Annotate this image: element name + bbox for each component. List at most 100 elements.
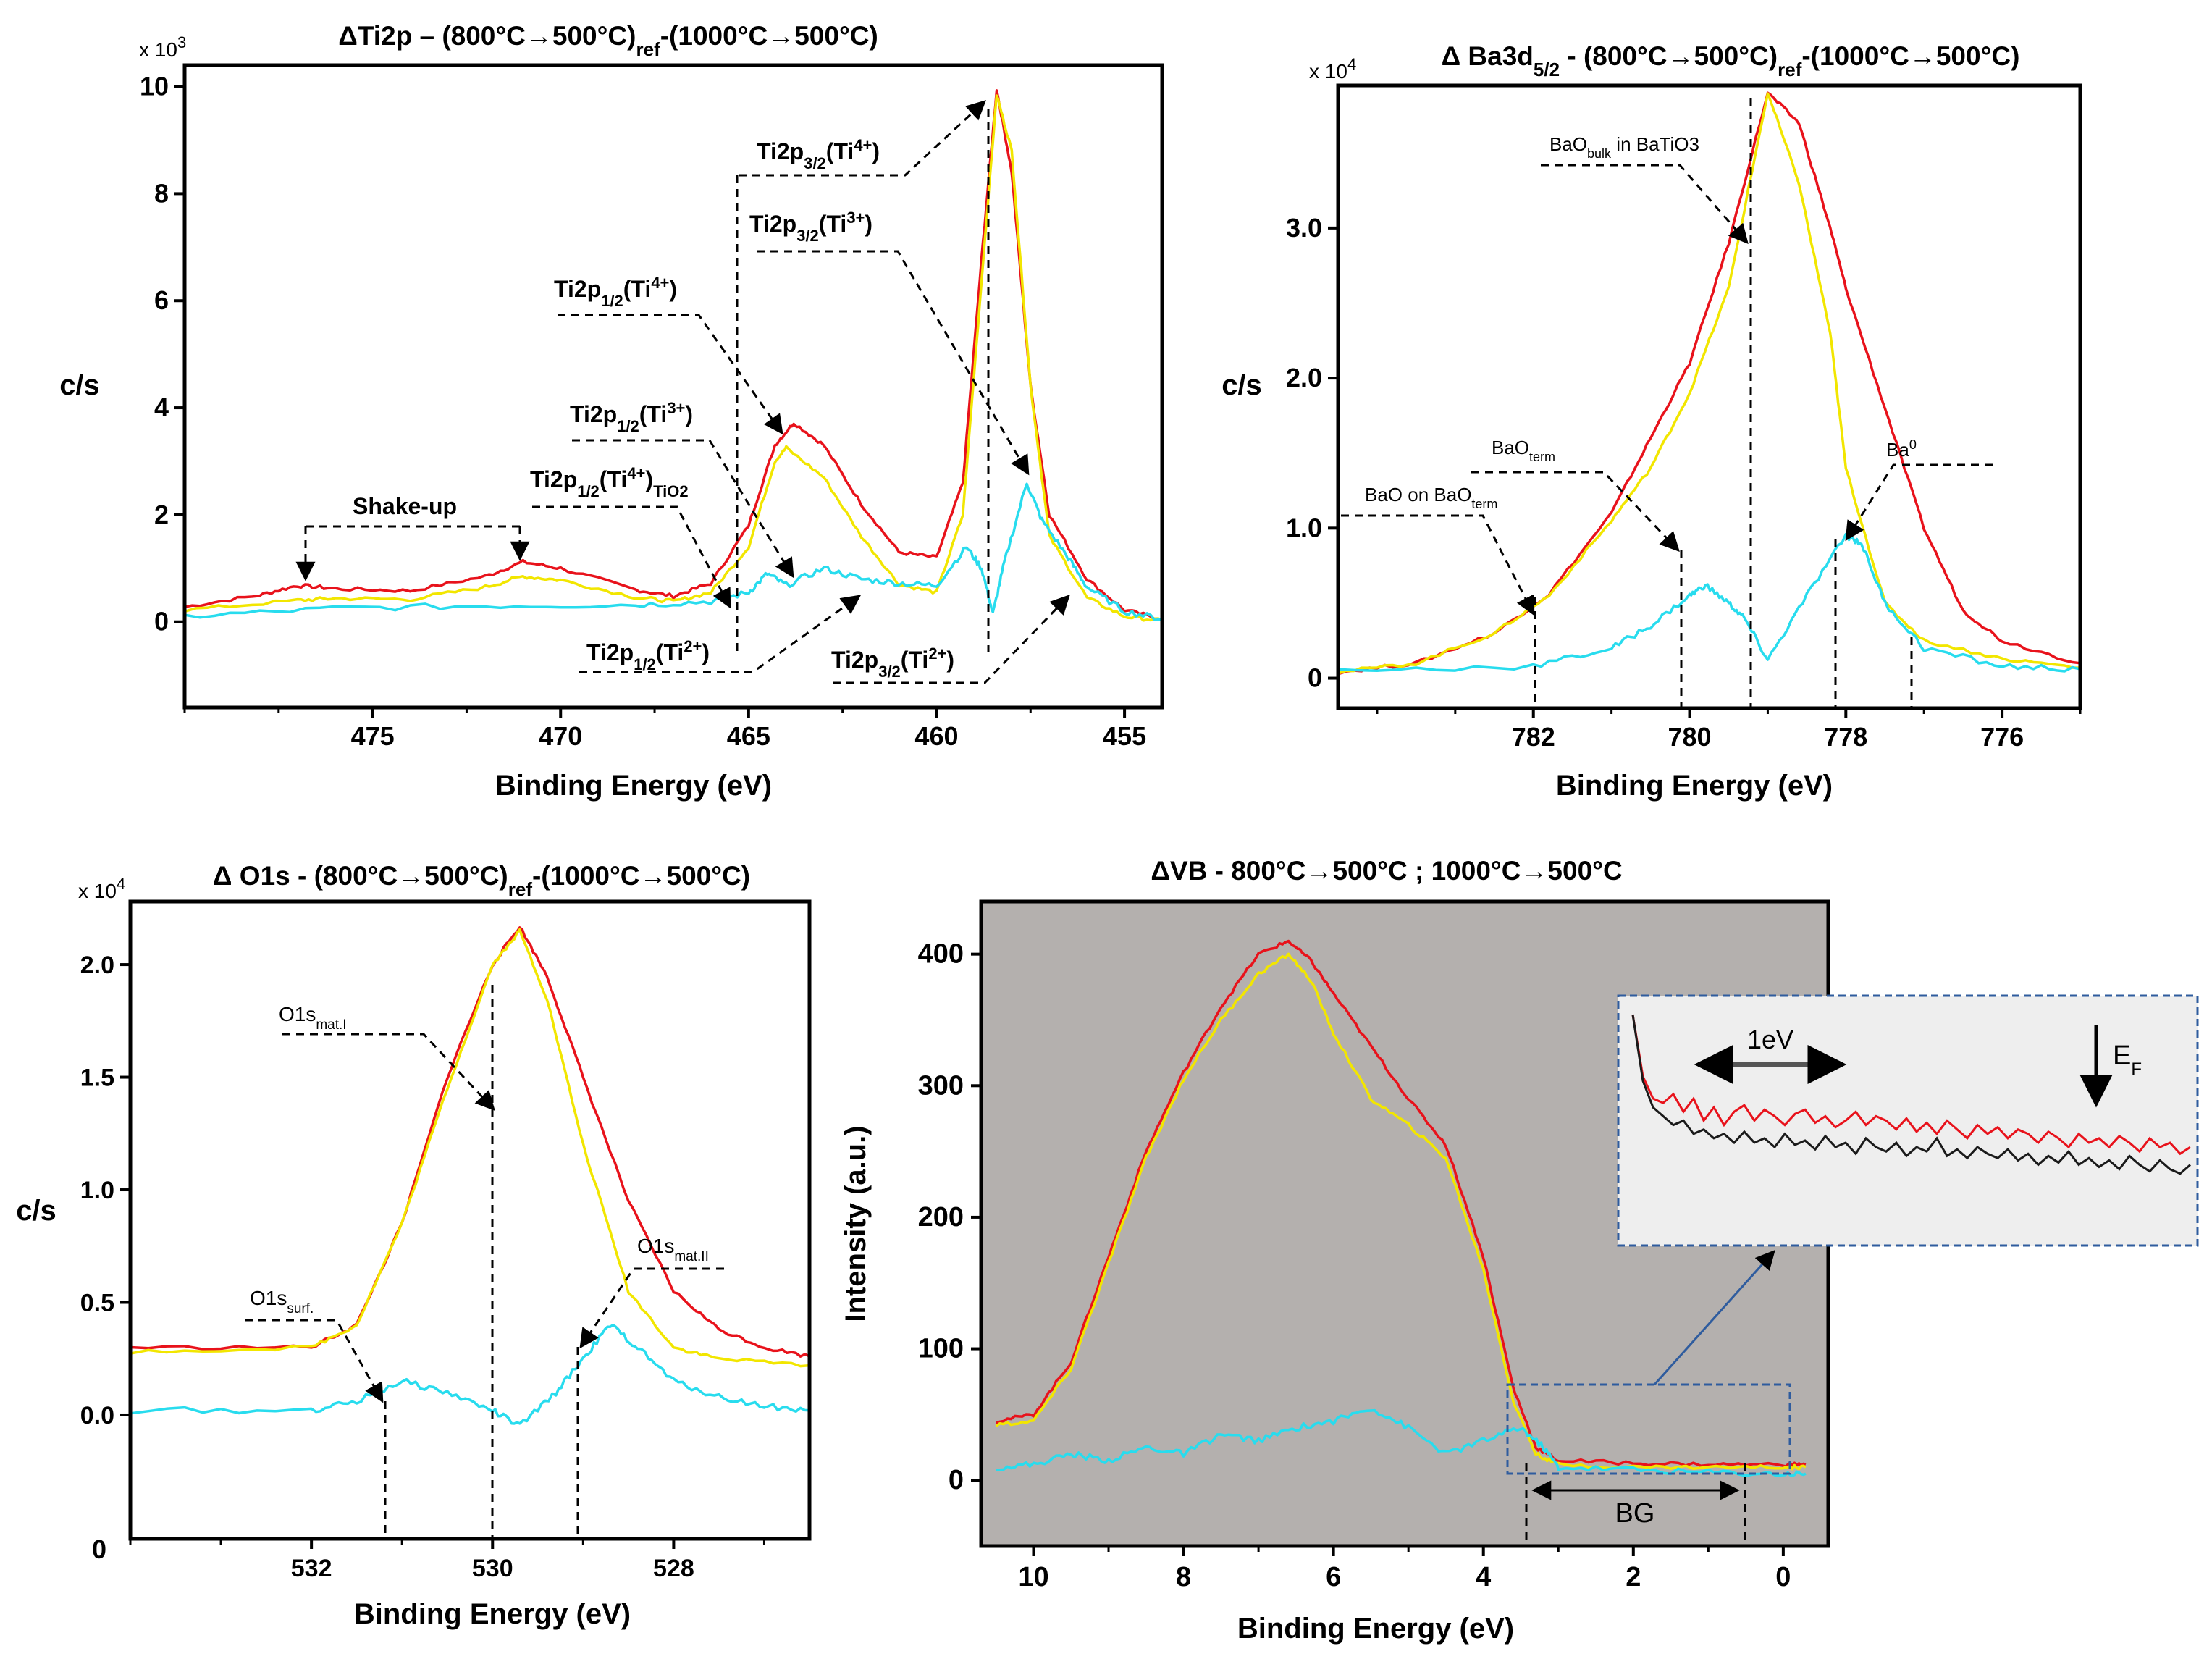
ti2p-axis-ticks: 475 470 465 460 455 0 2 4 6 8 10 [140,72,1146,751]
t32-4-leader [739,100,986,177]
y-tick-label: 1.0 [1286,513,1322,542]
y-tick-label: 1.5 [80,1064,114,1092]
x-tick-label: 2 [1626,1562,1641,1592]
mat2-leader [579,1267,724,1349]
ba3d-plot-frame [1336,83,2082,710]
vb-ylabel: Intensity (a.u.) [840,1125,872,1322]
on-label: BaO on BaOterm [1365,484,1497,511]
series-line-red [996,939,1807,1468]
vb-annotations: BG [1506,1249,1791,1546]
x-tick-label: 10 [1018,1562,1048,1592]
series-line-red [130,926,810,1358]
x-tick-label: 475 [351,721,395,751]
x-tick-label: 8 [1176,1562,1191,1592]
t12-2-leader [579,595,862,673]
surf-leader [245,1319,384,1403]
series-line-cyan [130,1323,810,1425]
t12-4-label: Ti2p1/2(Ti4+) [554,274,677,310]
mat1-leader [282,1033,495,1111]
vb-zoom-connector [1653,1249,1775,1386]
ti2p-ylabel: c/s [59,369,100,401]
y-tick-label: 8 [154,178,169,208]
y-tick-label: 0 [154,607,169,637]
x-tick-label: 530 [472,1555,513,1582]
y-tick-label: 200 [918,1202,964,1232]
t12-tio2-leader [532,505,731,609]
o1s-series [130,926,810,1425]
ti2p-annotations [295,100,1070,684]
o1s-multiplier: x 104 [78,875,125,903]
t12-tio2-label: Ti2p1/2(Ti4+)TiO2 [530,464,689,500]
x-tick-label: 528 [653,1555,694,1582]
t12-3-label: Ti2p1/2(Ti3+) [570,399,693,435]
one-ev-label: 1eV [1747,1025,1793,1054]
o1s-axis-ticks: 532 530 528 0.0 0.5 1.0 1.5 2.0 [80,952,765,1582]
shake-up-label: Shake-up [353,493,457,519]
vb-inset: 1eV EF [1617,994,2199,1247]
ba3d-axis-ticks: 782 780 778 776 0 1.0 2.0 3.0 [1286,213,2082,752]
t12-3-leader [572,439,794,579]
series-line-red [184,89,1163,621]
t32-3-label: Ti2p3/2(Ti3+) [749,209,872,245]
ba3d-ylabel: c/s [1221,369,1262,401]
term-leader [1471,471,1680,552]
ba3d-panel: Δ Ba3d5/2 - (800°C→500°C)ref-(1000°C→500… [1221,41,2082,802]
y-tick-label: 0 [949,1465,964,1495]
y-tick-label: 400 [918,939,964,970]
y-tick-label: 0.5 [80,1289,114,1316]
o1s-corner-zero: 0 [92,1534,106,1564]
o1s-ylabel: c/s [16,1195,56,1227]
ba3d-annotation-labels: BaObulk in BaTiO3 BaOterm BaO on BaOterm… [1365,133,1917,511]
y-tick-label: 2.0 [1286,363,1322,392]
series-line-yellow [130,928,810,1368]
t32-2-leader [833,595,1070,684]
series-line-cyan [184,482,1163,622]
o1s-annotations [245,985,724,1539]
inset-line-red [1631,1014,2191,1156]
mat1-label: O1smat.I [279,1003,347,1033]
ba0-leader [1845,463,1993,542]
o1s-annotation-labels: O1smat.I O1ssurf. O1smat.II [250,1003,709,1316]
ti2p-xlabel: Binding Energy (eV) [495,770,772,802]
t32-4-label: Ti2p3/2(Ti4+) [757,136,880,172]
x-tick-label: 460 [914,721,958,751]
vb-title: ΔVB - 800°C→500°C ; 1000°C→500°C [1151,856,1622,886]
ba0-label: Ba0 [1886,437,1917,461]
x-tick-label: 776 [1980,722,2024,752]
y-tick-label: 2.0 [80,952,114,979]
y-tick-label: 1.0 [80,1177,114,1204]
on-leader [1341,514,1535,616]
x-tick-label: 465 [727,721,770,751]
t32-3-leader [757,250,1030,476]
ba3d-xlabel: Binding Energy (eV) [1556,770,1833,802]
t32-2-label: Ti2p3/2(Ti2+) [831,644,954,681]
o1s-title: Δ O1s - (800°C→500°C)ref-(1000°C→500°C) [213,861,750,900]
x-tick-label: 532 [291,1555,332,1582]
inset-line-black [1631,1014,2191,1175]
y-tick-label: 100 [918,1334,964,1364]
ba3d-annotations [1341,98,1993,708]
vb-xlabel: Binding Energy (eV) [1237,1613,1514,1645]
t12-2-label: Ti2p1/2(Ti2+) [586,637,710,673]
ti2p-series [184,89,1163,622]
series-line-yellow [184,94,1163,622]
y-tick-label: 10 [140,72,169,101]
mat2-label: O1smat.II [637,1235,709,1264]
ba3d-multiplier: x 104 [1309,55,1356,83]
ti2p-plot-frame [182,63,1164,710]
x-tick-label: 455 [1103,721,1146,751]
ti2p-panel: ΔTi2p – (800°C→500°C)ref-(1000°C→500°C) … [59,21,1164,802]
y-tick-label: 6 [154,285,169,315]
fermi-level-label: EF [2113,1041,2142,1079]
y-tick-label: 4 [154,392,169,422]
o1s-plot-frame [128,899,812,1541]
t12-4-leader [558,314,783,435]
bg-label: BG [1615,1498,1655,1529]
x-tick-label: 6 [1326,1562,1341,1592]
y-tick-label: 0 [1308,663,1322,693]
x-tick-label: 0 [1775,1562,1791,1592]
o1s-panel: Δ O1s - (800°C→500°C)ref-(1000°C→500°C) … [16,861,812,1630]
y-tick-label: 0.0 [80,1402,114,1429]
x-tick-label: 4 [1476,1562,1491,1592]
